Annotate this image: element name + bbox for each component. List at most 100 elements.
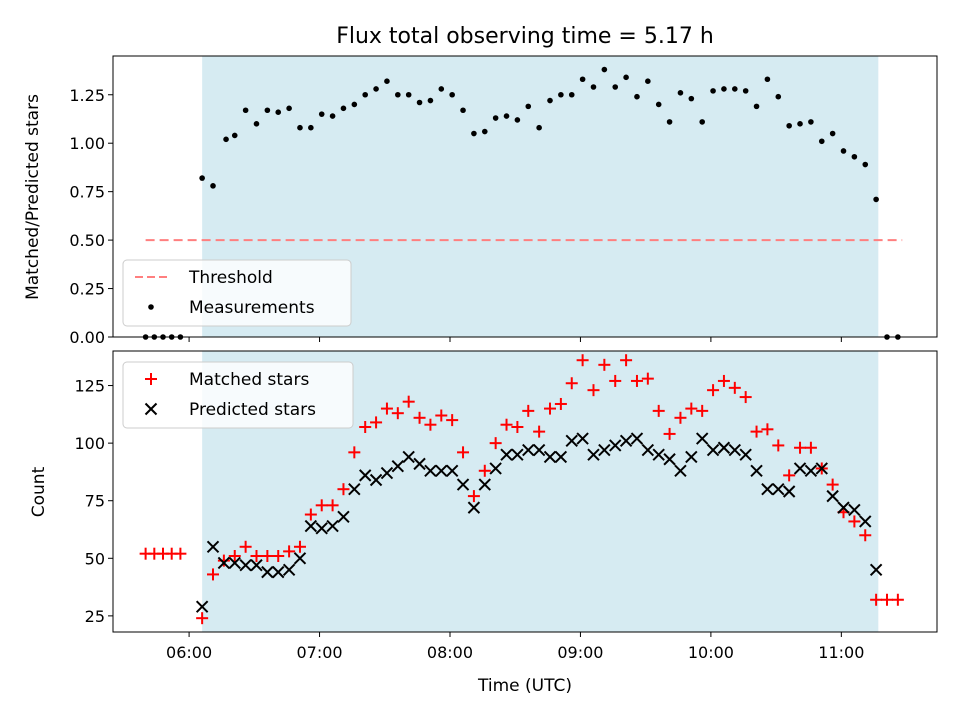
matched-star-point: [217, 554, 230, 567]
x-stroke-b: [815, 462, 828, 475]
predicted-star-point: [728, 443, 742, 457]
measurement-point: [223, 136, 229, 143]
ratio-panel: Flux total observing time = 5.17 h 0.000…: [23, 24, 938, 347]
measurement-point: [710, 88, 716, 94]
matched-star-point: [674, 411, 687, 424]
matched-star-point: [402, 395, 415, 408]
matched-star-point: [620, 354, 633, 367]
ratio-y-axis: 0.00 0.25 0.50 0.75 1.00 1.25: [69, 86, 113, 347]
measurement-point: [275, 109, 282, 115]
predicted-star-point: [304, 519, 318, 533]
legend-label: Threshold: [188, 268, 273, 288]
predicted-star-point: [848, 503, 861, 517]
predicted-star-point: [717, 441, 731, 454]
predicted-star-point: [402, 450, 415, 464]
ratio-legend: Threshold Measurements: [122, 259, 352, 327]
x-tick-label: 09:00: [557, 643, 603, 662]
matched-star-point: [783, 469, 796, 482]
y-tick-label: 25: [85, 607, 105, 626]
x-stroke-b: [848, 503, 861, 517]
predicted-star-point: [239, 558, 252, 572]
predicted-star-point: [413, 457, 426, 471]
legend-label: Predicted stars: [189, 400, 316, 420]
predicted-star-point: [804, 464, 818, 477]
measurement-point: [231, 132, 238, 139]
predicted-star-point: [739, 448, 752, 461]
measurement-point: [416, 99, 423, 106]
measurement-point: [829, 130, 836, 137]
measurement-point: [395, 91, 401, 98]
x-stroke-b: [793, 462, 807, 475]
predicted-star-point: [522, 443, 535, 457]
x-stroke-b: [804, 464, 818, 477]
measurement-point: [558, 91, 564, 98]
x-stroke-b: [304, 519, 318, 533]
matched-star-point: [446, 414, 459, 427]
matched-star-point: [870, 593, 883, 606]
predicted-star-point: [576, 432, 589, 445]
y-tick-label: 0.25: [69, 280, 105, 299]
predicted-star-point: [782, 485, 796, 498]
y-tick-label: 1.00: [69, 134, 105, 153]
x-stroke-b: [782, 485, 796, 498]
predicted-star-point: [348, 482, 361, 496]
matched-star-point: [489, 437, 502, 450]
count-marks: [139, 354, 904, 625]
predicted-star-point: [685, 450, 698, 464]
matched-star-point: [739, 391, 752, 404]
predicted-star-point: [261, 565, 274, 579]
matched-star-point: [293, 540, 306, 553]
predicted-star-point: [500, 448, 513, 461]
measurement-point: [264, 107, 271, 114]
matched-star-point: [794, 441, 807, 454]
x-stroke-b: [337, 510, 350, 524]
matched-star-point: [435, 409, 448, 422]
x-stroke-b: [239, 558, 252, 572]
x-stroke-b: [456, 478, 470, 491]
ratio-plot-frame: [112, 55, 938, 338]
predicted-star-point: [282, 563, 296, 577]
matched-star-point: [685, 402, 698, 415]
matched-star-point: [370, 416, 383, 429]
x-stroke-b: [750, 464, 763, 477]
x-stroke-b: [695, 432, 709, 445]
matched-star-point: [457, 446, 470, 459]
y-tick-label: 0.00: [69, 328, 105, 347]
x-stroke-b: [445, 464, 459, 477]
count-panel: 25 50 75 100 125 06:00 07:00 08:00 09:00 10:00 11…: [29, 350, 938, 696]
matched-star-point: [272, 549, 285, 562]
matched-star-point: [533, 425, 546, 438]
measurement-point: [601, 66, 608, 73]
predicted-star-point: [598, 443, 611, 457]
measurement-point: [547, 97, 553, 104]
x-stroke-b: [391, 459, 405, 473]
x-stroke-b: [706, 443, 720, 457]
predicted-star-point: [326, 519, 339, 533]
matched-star-point: [630, 374, 643, 387]
x-stroke-b: [369, 473, 383, 487]
x-stroke-b: [380, 466, 394, 480]
measurement-point: [460, 107, 466, 114]
x-stroke-b: [272, 565, 285, 579]
measurement-point: [590, 84, 597, 90]
measurement-point: [797, 121, 803, 127]
predicted-star-point: [424, 464, 437, 477]
ratio-y-axis-label: Matched/Predicted stars: [23, 94, 43, 300]
predicted-star-point: [565, 434, 578, 448]
measurement-point: [818, 138, 825, 145]
matched-star-point: [359, 421, 372, 434]
measurement-point: [384, 78, 390, 84]
x-stroke-b: [739, 448, 752, 461]
measurement-point: [873, 196, 879, 203]
matched-star-point: [391, 407, 404, 420]
x-stroke-b: [478, 478, 491, 491]
matched-star-point: [891, 593, 904, 606]
predicted-star-point: [641, 443, 655, 457]
matched-star-point: [348, 446, 361, 459]
x-stroke-b: [402, 450, 415, 464]
measurement-point: [362, 91, 369, 98]
predicted-star-point: [511, 448, 524, 461]
x-stroke-b: [348, 482, 361, 496]
measurement-point: [862, 161, 869, 168]
